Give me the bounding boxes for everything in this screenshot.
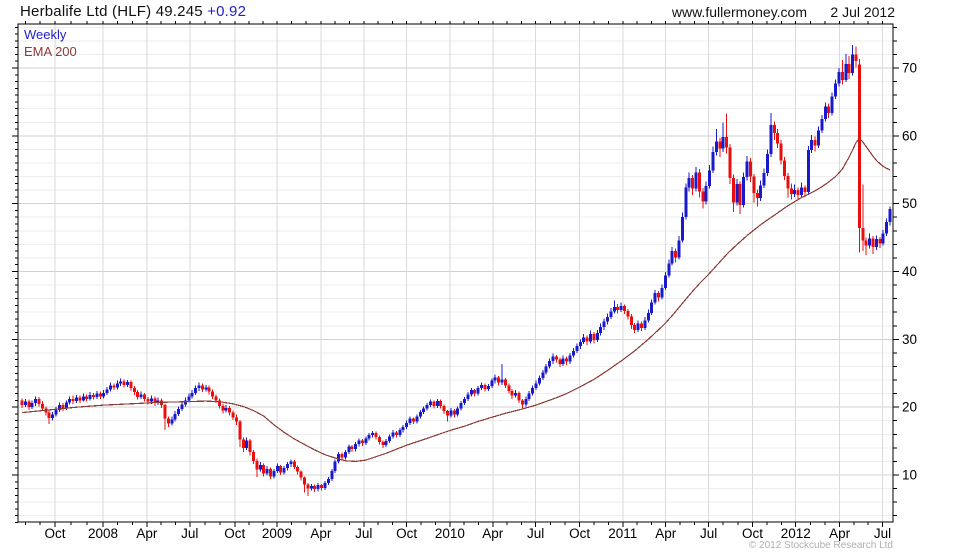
svg-text:Apr: Apr xyxy=(655,526,677,541)
grid-horizontal xyxy=(19,26,892,517)
svg-text:Jul: Jul xyxy=(527,526,544,541)
svg-text:50: 50 xyxy=(902,196,917,211)
chart-date: 2 Jul 2012 xyxy=(830,4,895,20)
svg-text:Oct: Oct xyxy=(742,526,763,541)
plot-border xyxy=(17,23,894,523)
svg-text:2009: 2009 xyxy=(262,526,292,541)
svg-text:Apr: Apr xyxy=(482,526,504,541)
svg-text:Apr: Apr xyxy=(829,526,851,541)
candles xyxy=(20,44,892,497)
svg-text:2010: 2010 xyxy=(435,526,465,541)
svg-text:Oct: Oct xyxy=(396,526,417,541)
instrument-title: Herbalife Ltd (HLF) 49.245 xyxy=(20,3,203,20)
chart-header: Herbalife Ltd (HLF) 49.245 +0.92 xyxy=(20,3,246,20)
ema-line xyxy=(21,137,891,463)
price-change: +0.92 xyxy=(207,3,247,20)
svg-text:Oct: Oct xyxy=(569,526,590,541)
y-axis-labels: 10 20 30 40 50 60 70 xyxy=(902,61,917,483)
svg-text:Oct: Oct xyxy=(45,526,66,541)
svg-text:40: 40 xyxy=(902,264,917,279)
svg-text:Oct: Oct xyxy=(224,526,245,541)
grid-vertical xyxy=(54,25,884,521)
svg-text:Apr: Apr xyxy=(136,526,158,541)
svg-text:Jul: Jul xyxy=(700,526,717,541)
legend-ema-label: EMA 200 xyxy=(24,44,77,59)
x-axis-labels: Oct 2008 Apr Jul Oct 2009 Apr Jul Oct 2010 Apr Jul O… xyxy=(45,526,892,541)
svg-text:2008: 2008 xyxy=(88,526,118,541)
svg-text:Apr: Apr xyxy=(310,526,332,541)
svg-text:Jul: Jul xyxy=(355,526,372,541)
svg-text:20: 20 xyxy=(902,400,917,415)
svg-text:30: 30 xyxy=(902,332,917,347)
svg-text:Jul: Jul xyxy=(874,526,891,541)
axis-ticks xyxy=(12,21,899,527)
svg-text:2011: 2011 xyxy=(608,526,637,541)
legend-weekly-label: Weekly xyxy=(24,27,67,42)
svg-text:60: 60 xyxy=(902,128,917,143)
svg-text:2012: 2012 xyxy=(781,526,811,541)
source-website: www.fullermoney.com xyxy=(671,4,807,20)
svg-text:Jul: Jul xyxy=(181,526,198,541)
svg-text:70: 70 xyxy=(902,61,917,76)
copyright-text: © 2012 Stockcube Research Ltd xyxy=(748,540,893,551)
svg-text:10: 10 xyxy=(902,468,917,483)
